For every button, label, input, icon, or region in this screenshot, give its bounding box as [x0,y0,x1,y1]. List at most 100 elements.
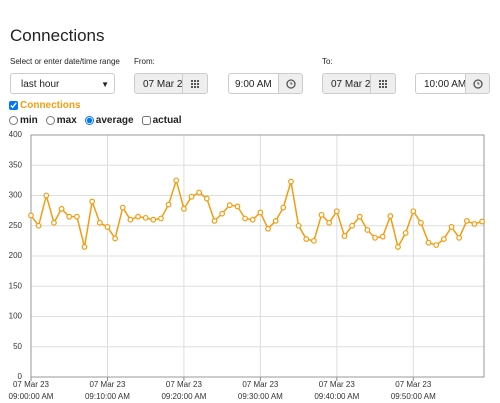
clock-icon [473,79,483,89]
data-point [448,224,455,230]
data-point [402,230,409,236]
data-point [73,213,80,220]
y-tick-label: 400 [9,130,23,139]
data-point [326,219,333,226]
x-tick-label-line: 09:10:00 AM [85,392,130,401]
data-point [104,224,111,230]
calendar-button[interactable] [370,73,396,94]
data-point [318,211,325,218]
x-tick-label: 07 Mar 23 09:20:00 AM [161,380,206,401]
data-point [364,227,371,233]
option-label: min [20,115,38,126]
range-select[interactable]: last hour ▼ [10,73,115,94]
to-date-value: 07 Mar 2 [331,79,371,90]
data-point [310,237,317,244]
data-point [81,244,88,250]
from-date[interactable]: 07 Mar 2 [134,73,183,94]
data-point [150,216,157,223]
data-point [242,215,248,222]
radio[interactable] [45,116,55,125]
option[interactable]: min [9,115,38,126]
data-point [395,244,401,250]
data-point [119,204,126,211]
data-point [471,221,478,227]
data-point [196,189,203,196]
series-toggle-label: Connections [20,100,81,111]
data-point [165,201,172,208]
page-title: Connections [10,26,105,45]
data-point [272,218,279,224]
clock-button[interactable] [465,73,490,94]
data-point [127,216,134,223]
option[interactable]: actual [141,115,182,126]
data-point [234,203,241,210]
data-point [173,177,180,184]
data-point [211,218,218,224]
data-point [188,193,195,200]
y-tick-label: 0 [18,372,23,381]
from-date-value: 07 Mar 2 [143,79,183,90]
data-point [433,242,440,249]
calendar-button[interactable] [182,73,208,94]
data-point [226,202,233,209]
calendar-icon [191,80,199,88]
data-point [265,225,271,232]
data-point [356,213,363,220]
data-point [96,219,103,226]
clock-icon [286,79,296,89]
option-label: average [95,115,134,126]
y-tick-label: 350 [9,160,23,169]
option-label: actual [152,115,182,126]
data-point [479,218,485,225]
to-date[interactable]: 07 Mar 2 [322,73,371,94]
y-tick-label: 250 [9,221,23,230]
data-point [303,236,310,242]
data-point [203,195,210,202]
x-tick-label: 07 Mar 23 09:50:00 AM [391,380,436,401]
checkbox[interactable] [141,116,151,125]
data-point [219,210,226,217]
series-toggle[interactable]: Connections [9,100,81,111]
data-point [43,192,50,199]
y-tick-label: 150 [9,281,23,290]
from-time[interactable]: 9:00 AM [228,73,279,94]
option-label: max [56,115,77,126]
x-tick-label-line: 09:20:00 AM [161,392,206,401]
options: min max average actual [9,115,182,126]
data-point [333,208,340,215]
data-point [135,213,141,220]
x-tick-label-line: 07 Mar 23 [242,380,279,389]
x-tick-label-line: 07 Mar 23 [166,380,203,389]
to-label: To: [322,57,333,66]
data-point [379,233,386,240]
data-point [440,236,447,242]
x-tick-label-line: 09:30:00 AM [238,392,283,401]
radio[interactable] [9,116,18,125]
data-point [349,222,356,229]
clock-button[interactable] [278,73,303,94]
data-point [425,239,432,246]
data-point [181,205,187,212]
data-point [456,234,463,241]
data-point [28,212,34,219]
plot-border [30,134,485,378]
x-tick-label: 07 Mar 23 09:30:00 AM [238,380,283,401]
series-checkbox[interactable] [9,101,18,110]
option[interactable]: average [84,115,134,126]
to-time[interactable]: 10:00 AM [415,73,466,94]
option[interactable]: max [45,115,77,126]
data-point [142,214,149,221]
y-tick-label: 200 [9,251,23,260]
radio[interactable] [84,116,94,125]
x-tick-label-line: 07 Mar 23 [395,380,432,389]
x-tick-label-line: 07 Mar 23 [13,380,50,389]
y-tick-label: 50 [13,342,22,351]
data-point [280,204,287,211]
to-time-value: 10:00 AM [424,79,466,90]
data-point [257,209,264,216]
data-point [418,219,424,226]
x-tick-label-line: 09:00:00 AM [9,392,54,401]
y-tick-label: 100 [9,312,23,321]
data-point [295,222,302,229]
